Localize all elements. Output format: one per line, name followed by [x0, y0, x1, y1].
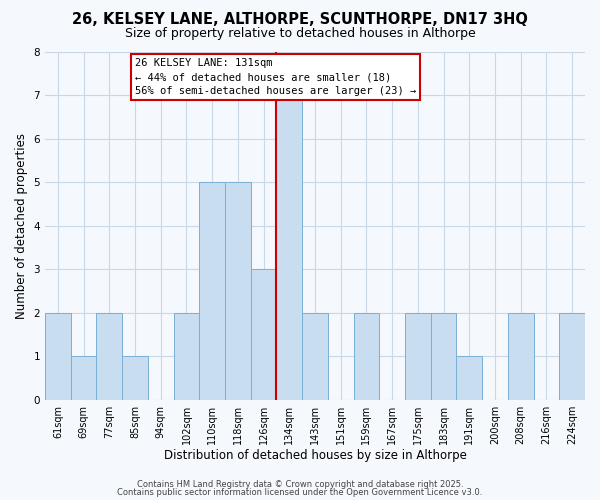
Text: 26 KELSEY LANE: 131sqm
← 44% of detached houses are smaller (18)
56% of semi-det: 26 KELSEY LANE: 131sqm ← 44% of detached…: [135, 58, 416, 96]
Bar: [559, 312, 585, 400]
Bar: [353, 312, 379, 400]
Bar: [173, 312, 199, 400]
Bar: [405, 312, 431, 400]
Bar: [97, 312, 122, 400]
Bar: [457, 356, 482, 400]
Bar: [122, 356, 148, 400]
Bar: [508, 312, 533, 400]
Bar: [431, 312, 457, 400]
Bar: [199, 182, 225, 400]
Bar: [45, 312, 71, 400]
Bar: [302, 312, 328, 400]
X-axis label: Distribution of detached houses by size in Althorpe: Distribution of detached houses by size …: [164, 450, 466, 462]
Bar: [225, 182, 251, 400]
Text: Contains HM Land Registry data © Crown copyright and database right 2025.: Contains HM Land Registry data © Crown c…: [137, 480, 463, 489]
Text: 26, KELSEY LANE, ALTHORPE, SCUNTHORPE, DN17 3HQ: 26, KELSEY LANE, ALTHORPE, SCUNTHORPE, D…: [72, 12, 528, 28]
Bar: [277, 95, 302, 400]
Bar: [251, 269, 277, 400]
Y-axis label: Number of detached properties: Number of detached properties: [15, 132, 28, 318]
Bar: [71, 356, 97, 400]
Text: Size of property relative to detached houses in Althorpe: Size of property relative to detached ho…: [125, 28, 475, 40]
Text: Contains public sector information licensed under the Open Government Licence v3: Contains public sector information licen…: [118, 488, 482, 497]
